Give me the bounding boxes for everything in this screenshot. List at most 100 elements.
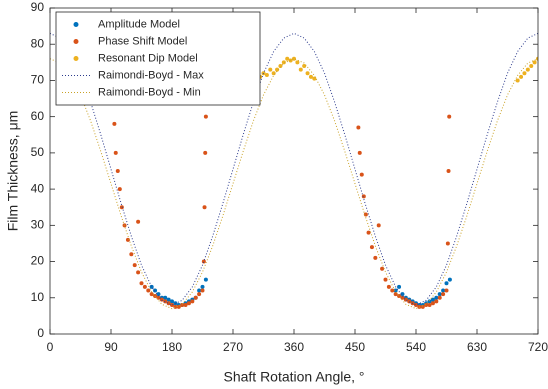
data-point: [357, 150, 362, 155]
data-point: [447, 277, 452, 282]
data-point: [203, 150, 208, 155]
data-point: [376, 223, 381, 228]
data-point: [444, 281, 449, 286]
data-point: [170, 299, 174, 304]
x-axis-title: Shaft Rotation Angle, °: [223, 369, 364, 385]
data-point: [369, 245, 374, 250]
data-point: [156, 292, 161, 297]
data-point: [202, 205, 207, 210]
data-point: [361, 194, 366, 199]
y-tick-label: 20: [31, 254, 45, 268]
x-tick-label: 0: [47, 340, 54, 354]
data-point: [166, 297, 171, 302]
y-tick-label: 90: [31, 0, 45, 14]
data-point: [153, 288, 158, 293]
data-point: [200, 288, 205, 293]
data-point: [441, 292, 446, 297]
data-point: [180, 303, 185, 308]
data-point: [397, 284, 402, 289]
data-point: [292, 56, 296, 61]
data-point: [519, 74, 524, 79]
x-tick-label: 630: [467, 340, 487, 354]
legend: Amplitude Model Phase Shift Model Resonant…: [55, 11, 261, 106]
x-tick-label: 360: [284, 340, 304, 354]
data-point: [281, 60, 286, 65]
x-tick-label: 450: [345, 340, 365, 354]
y-tick-label: 60: [31, 109, 45, 123]
data-point: [441, 288, 446, 293]
data-point: [285, 56, 290, 61]
data-point: [190, 299, 195, 304]
legend-label: Phase Shift Model: [98, 35, 187, 47]
data-point: [444, 288, 449, 293]
data-point: [386, 284, 391, 289]
data-point: [366, 230, 371, 235]
data-point: [400, 292, 405, 297]
data-point: [380, 266, 385, 271]
data-point: [445, 241, 450, 246]
data-point: [129, 252, 134, 257]
data-point: [536, 56, 538, 61]
legend-box: [55, 11, 261, 106]
y-tick-label: 50: [31, 145, 45, 159]
legend-label: Resonant Dip Model: [98, 52, 198, 64]
data-point: [525, 67, 530, 72]
y-tick-label: 30: [31, 218, 45, 232]
x-tick-label: 180: [162, 340, 182, 354]
data-point: [359, 172, 364, 177]
legend-label: Raimondi-Boyd - Max: [98, 69, 204, 81]
data-point: [414, 303, 418, 308]
data-point: [115, 169, 120, 173]
data-point: [268, 67, 273, 72]
data-point: [278, 63, 283, 68]
data-point: [197, 288, 202, 293]
data-point: [430, 297, 435, 302]
data-point: [515, 78, 520, 83]
data-point: [193, 295, 198, 300]
data-point: [295, 60, 300, 65]
data-point: [356, 125, 361, 130]
data-point: [437, 295, 442, 300]
data-point: [139, 281, 144, 286]
data-point: [400, 295, 405, 300]
data-point: [427, 303, 432, 308]
x-tick-label: 720: [528, 340, 548, 354]
series-line: [50, 32, 538, 306]
y-tick-label: 70: [31, 73, 45, 87]
data-point: [363, 212, 368, 217]
data-layer: [50, 32, 538, 310]
data-point: [420, 304, 425, 309]
data-point: [261, 71, 266, 76]
data-point: [136, 219, 141, 224]
data-point: [112, 121, 117, 126]
data-point: [197, 292, 202, 297]
data-point: [275, 67, 280, 72]
data-point: [201, 259, 206, 264]
data-point: [302, 63, 307, 68]
data-point: [132, 263, 137, 268]
data-point: [407, 299, 412, 304]
data-point: [430, 301, 435, 306]
legend-swatch: [73, 56, 79, 61]
data-point: [159, 297, 164, 302]
y-tick-label: 80: [31, 36, 45, 50]
data-point: [434, 299, 439, 304]
data-point: [146, 288, 151, 293]
data-point: [390, 288, 395, 293]
legend-swatch: [73, 39, 79, 44]
data-point: [136, 270, 141, 275]
y-tick-label: 0: [37, 326, 44, 340]
data-point: [446, 169, 451, 173]
data-point: [305, 71, 310, 76]
x-tick-label: 270: [223, 340, 243, 354]
data-point: [170, 303, 174, 308]
data-point: [427, 299, 432, 304]
data-point: [200, 284, 205, 289]
data-point: [203, 277, 208, 282]
data-point: [308, 74, 313, 79]
data-point: [298, 67, 303, 72]
data-point: [393, 288, 398, 293]
legend-swatch: [73, 22, 79, 27]
data-point: [529, 63, 534, 68]
